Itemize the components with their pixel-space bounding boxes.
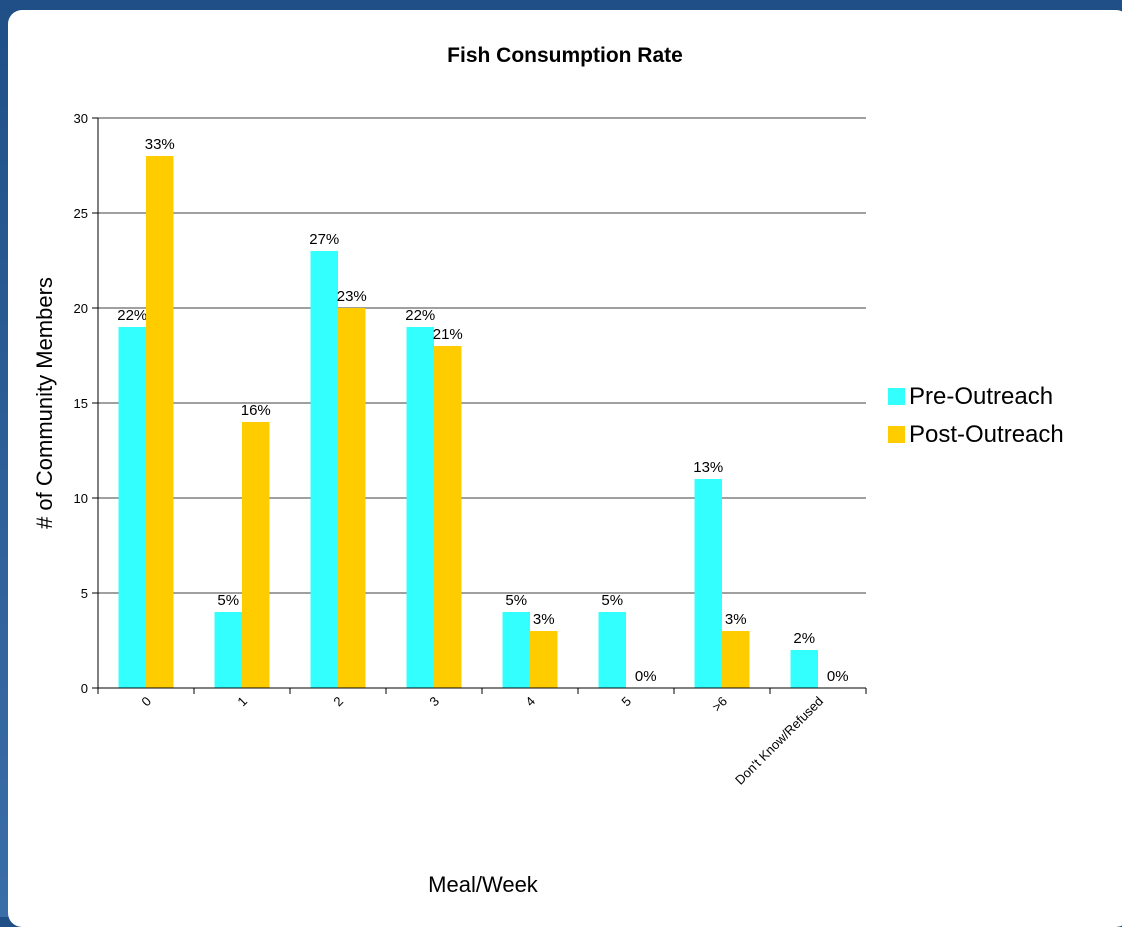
data-label: 3% (725, 611, 747, 628)
bar (118, 327, 146, 688)
data-label: 23% (337, 288, 367, 305)
bar (146, 156, 174, 688)
chart-title: Fish Consumption Rate (447, 44, 683, 67)
bar (530, 631, 558, 688)
x-axis-label: Meal/Week (428, 872, 539, 897)
bar (214, 612, 242, 688)
y-tick-label: 10 (74, 491, 88, 506)
x-tick-label: Don't Know/Refused (732, 694, 826, 788)
bar (242, 422, 270, 688)
bar (722, 631, 750, 688)
data-label: 27% (309, 231, 339, 248)
data-label: 2% (793, 630, 815, 647)
bar (406, 327, 434, 688)
bar (434, 346, 462, 688)
x-tick-label: 1 (234, 694, 250, 710)
y-tick-label: 5 (81, 586, 88, 601)
data-label: 16% (241, 402, 271, 419)
bar (502, 612, 530, 688)
data-label: 13% (693, 459, 723, 476)
data-label: 21% (433, 326, 463, 343)
legend-swatch (888, 388, 905, 405)
y-tick-label: 30 (74, 111, 88, 126)
x-tick-label: 2 (330, 694, 346, 710)
x-tick-label: 3 (426, 694, 442, 710)
data-label: 22% (117, 307, 147, 324)
data-label: 33% (145, 136, 175, 153)
y-tick-label: 25 (74, 206, 88, 221)
legend-label: Post-Outreach (909, 421, 1064, 448)
data-label: 0% (635, 668, 657, 685)
bar (338, 308, 366, 688)
x-tick-label: 5 (618, 694, 634, 710)
y-axis-label: # of Community Members (32, 277, 57, 529)
bar (598, 612, 626, 688)
bar (310, 251, 338, 688)
y-tick-label: 0 (81, 681, 88, 696)
slide-panel (8, 10, 1122, 927)
y-tick-label: 15 (74, 396, 88, 411)
x-tick-label: 4 (522, 694, 538, 710)
data-label: 5% (217, 592, 239, 609)
data-label: 5% (601, 592, 623, 609)
legend-label: Pre-Outreach (909, 383, 1053, 410)
x-tick-label: 0 (138, 694, 154, 710)
data-label: 22% (405, 307, 435, 324)
data-label: 5% (505, 592, 527, 609)
data-label: 3% (533, 611, 555, 628)
x-tick-label: >6 (709, 694, 730, 715)
legend-swatch (888, 426, 905, 443)
bar (694, 479, 722, 688)
bar (790, 650, 818, 688)
y-tick-label: 20 (74, 301, 88, 316)
data-label: 0% (827, 668, 849, 685)
